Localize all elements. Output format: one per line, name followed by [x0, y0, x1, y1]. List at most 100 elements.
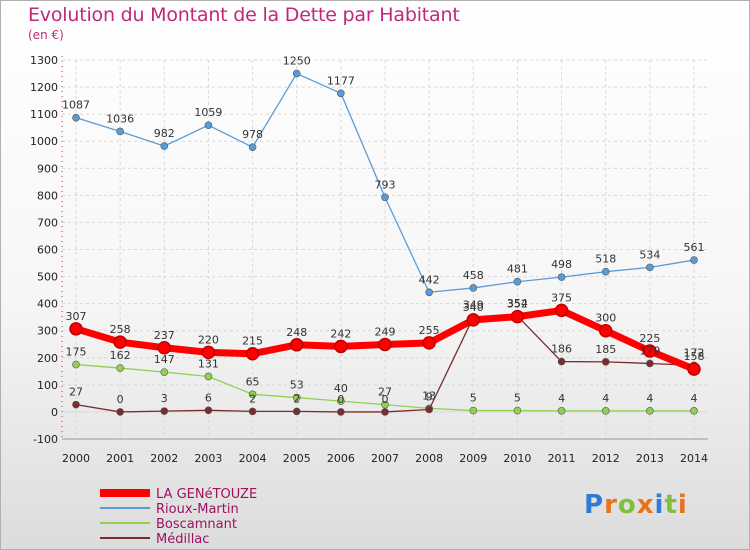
data-label: 1059 — [194, 106, 222, 119]
y-tick-label: 500 — [37, 271, 58, 284]
y-tick-label: 400 — [37, 298, 58, 311]
x-tick-label: 2014 — [680, 452, 708, 465]
data-label: 300 — [595, 312, 616, 325]
data-label: 40 — [334, 382, 348, 395]
data-point — [72, 400, 80, 409]
data-point — [557, 273, 566, 281]
data-point — [378, 337, 392, 352]
data-point — [289, 338, 304, 352]
data-label: 793 — [375, 178, 396, 191]
legend-label: Médillac — [156, 532, 209, 547]
data-label: 354 — [507, 297, 528, 310]
data-point — [248, 390, 257, 399]
x-tick-label: 2001 — [106, 452, 134, 465]
data-label: 9 — [426, 390, 433, 403]
x-tick-label: 2012 — [592, 452, 620, 465]
data-label: 5 — [470, 392, 477, 405]
data-point — [334, 339, 348, 354]
data-label: 4 — [558, 392, 565, 405]
data-point — [557, 407, 566, 415]
data-label: 1036 — [106, 112, 134, 125]
data-label: 4 — [646, 392, 653, 405]
chart-grid — [62, 59, 708, 440]
y-tick-label: 300 — [37, 325, 58, 338]
data-point — [337, 397, 345, 405]
data-point — [687, 362, 701, 376]
data-label: 249 — [375, 326, 396, 339]
chart-legend: LA GENéTOUZERioux-MartinBoscamnantMédill… — [100, 487, 257, 547]
data-point — [601, 407, 610, 415]
data-point — [72, 360, 80, 369]
data-label: 215 — [242, 335, 263, 348]
y-tick-label: 1200 — [30, 81, 58, 94]
data-point — [337, 89, 345, 98]
data-label: 982 — [154, 127, 175, 140]
data-label: 255 — [419, 324, 440, 337]
data-label: 2 — [249, 392, 256, 405]
data-point — [116, 127, 124, 136]
data-point — [248, 407, 257, 416]
data-point — [201, 345, 216, 360]
data-label: 534 — [639, 248, 660, 261]
data-label: 458 — [463, 269, 484, 282]
data-point — [381, 193, 389, 202]
x-tick-label: 2013 — [636, 452, 664, 465]
y-tick-label: 800 — [37, 189, 58, 202]
y-tick-label: 1300 — [30, 54, 58, 67]
data-point — [160, 368, 169, 376]
data-point — [646, 359, 654, 368]
logo-letter: x — [636, 490, 655, 520]
data-label: 518 — [595, 253, 616, 266]
data-point — [643, 344, 657, 358]
y-tick-label: 1100 — [30, 108, 58, 121]
data-label: 27 — [378, 386, 392, 399]
data-label: 4 — [602, 392, 609, 405]
x-tick-label: 2005 — [283, 452, 311, 465]
logo-letter: i — [654, 490, 665, 520]
data-point — [554, 303, 569, 318]
data-label: 978 — [242, 128, 263, 141]
data-label: 248 — [286, 326, 307, 339]
chart-axes: -100010020030040050060070080090010001100… — [30, 54, 708, 465]
data-label: 186 — [551, 343, 572, 356]
data-point — [598, 323, 613, 338]
data-label: 0 — [382, 393, 389, 406]
data-label: 162 — [110, 349, 131, 362]
data-label: 442 — [419, 273, 440, 286]
x-tick-label: 2000 — [62, 452, 90, 465]
data-point — [72, 113, 80, 122]
data-point — [425, 405, 433, 414]
data-label: 147 — [154, 353, 175, 366]
data-label: 1087 — [62, 99, 90, 112]
data-label: 53 — [290, 379, 304, 392]
data-label: 179 — [639, 344, 660, 357]
legend-label: Boscamnant — [156, 517, 237, 532]
logo-letter: r — [604, 490, 618, 520]
data-point — [601, 267, 610, 276]
data-label: 1177 — [327, 74, 355, 87]
data-point — [337, 408, 345, 416]
data-label: 6 — [205, 391, 212, 404]
data-point — [157, 341, 172, 355]
data-label: 349 — [463, 298, 484, 311]
data-label: 340 — [463, 301, 484, 314]
x-tick-label: 2009 — [459, 452, 487, 465]
data-point — [292, 69, 301, 78]
data-point — [466, 313, 481, 327]
data-label: 13 — [422, 389, 436, 402]
data-label: 237 — [154, 329, 175, 342]
y-tick-label: 900 — [37, 162, 58, 175]
data-point — [116, 364, 124, 372]
data-label: 65 — [246, 375, 260, 388]
y-tick-label: 700 — [37, 216, 58, 229]
data-label: 561 — [684, 241, 705, 254]
data-point — [69, 322, 83, 336]
x-tick-label: 2008 — [415, 452, 443, 465]
data-point — [513, 406, 522, 415]
data-point — [646, 407, 654, 415]
data-label: 172 — [684, 346, 705, 359]
legend-label: LA GENéTOUZE — [156, 487, 257, 502]
